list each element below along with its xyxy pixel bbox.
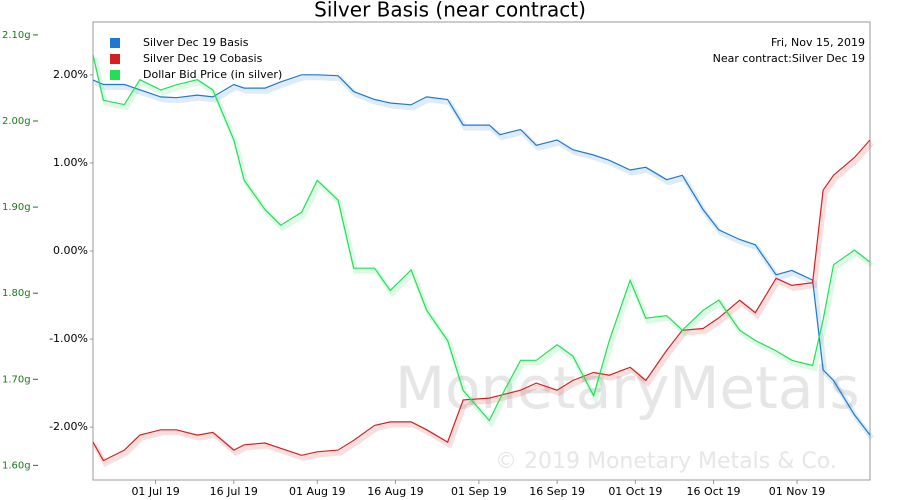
chart-title: Silver Basis (near contract) xyxy=(314,0,586,22)
legend-swatch xyxy=(110,38,120,48)
x-tick-label: 01 Nov 19 xyxy=(769,485,825,498)
y-tick-label: -1.00% xyxy=(49,332,88,345)
series-line xyxy=(92,54,871,422)
annotation-contract: Near contract:Silver Dec 19 xyxy=(713,52,865,65)
y2-tick-label: 1.60g xyxy=(2,460,31,471)
watermark: MonetaryMetals xyxy=(395,354,860,422)
x-tick-label: 16 Oct 19 xyxy=(687,485,741,498)
legend-swatch xyxy=(110,54,120,64)
legend-label: Silver Dec 19 Cobasis xyxy=(143,52,263,65)
x-tick-label: 16 Aug 19 xyxy=(367,485,423,498)
y2-tick-label: 1.80g xyxy=(2,288,31,299)
annotation-date: Fri, Nov 15, 2019 xyxy=(771,36,865,49)
series-shadow xyxy=(92,57,874,429)
watermark-copyright: © 2019 Monetary Metals & Co. xyxy=(495,449,837,474)
x-tick-label: 01 Oct 19 xyxy=(608,485,662,498)
legend-label: Silver Dec 19 Basis xyxy=(143,36,249,49)
y2-tick-label: 2.00g xyxy=(2,116,31,127)
y2-tick-label: 1.90g xyxy=(2,202,31,213)
y-tick-label: 0.00% xyxy=(53,244,88,257)
y2-tick-label: 2.10g xyxy=(2,30,31,41)
x-tick-label: 01 Aug 19 xyxy=(289,485,345,498)
y-tick-label: 1.00% xyxy=(53,156,88,169)
legend-swatch xyxy=(110,70,120,80)
y-tick-label: 2.00% xyxy=(53,68,88,81)
x-tick-label: 16 Sep 19 xyxy=(529,485,585,498)
legend-label: Dollar Bid Price (in silver) xyxy=(143,68,282,81)
y2-tick-label: 1.70g xyxy=(2,374,31,385)
x-tick-label: 01 Sep 19 xyxy=(451,485,507,498)
x-tick-label: 01 Jul 19 xyxy=(131,485,179,498)
y-tick-label: -2.00% xyxy=(49,420,88,433)
x-tick-label: 16 Jul 19 xyxy=(210,485,258,498)
series-line xyxy=(92,74,871,436)
series-shadow xyxy=(92,141,874,467)
series-shadow xyxy=(94,75,874,440)
series-line xyxy=(92,139,871,462)
plot-frame xyxy=(92,21,871,481)
